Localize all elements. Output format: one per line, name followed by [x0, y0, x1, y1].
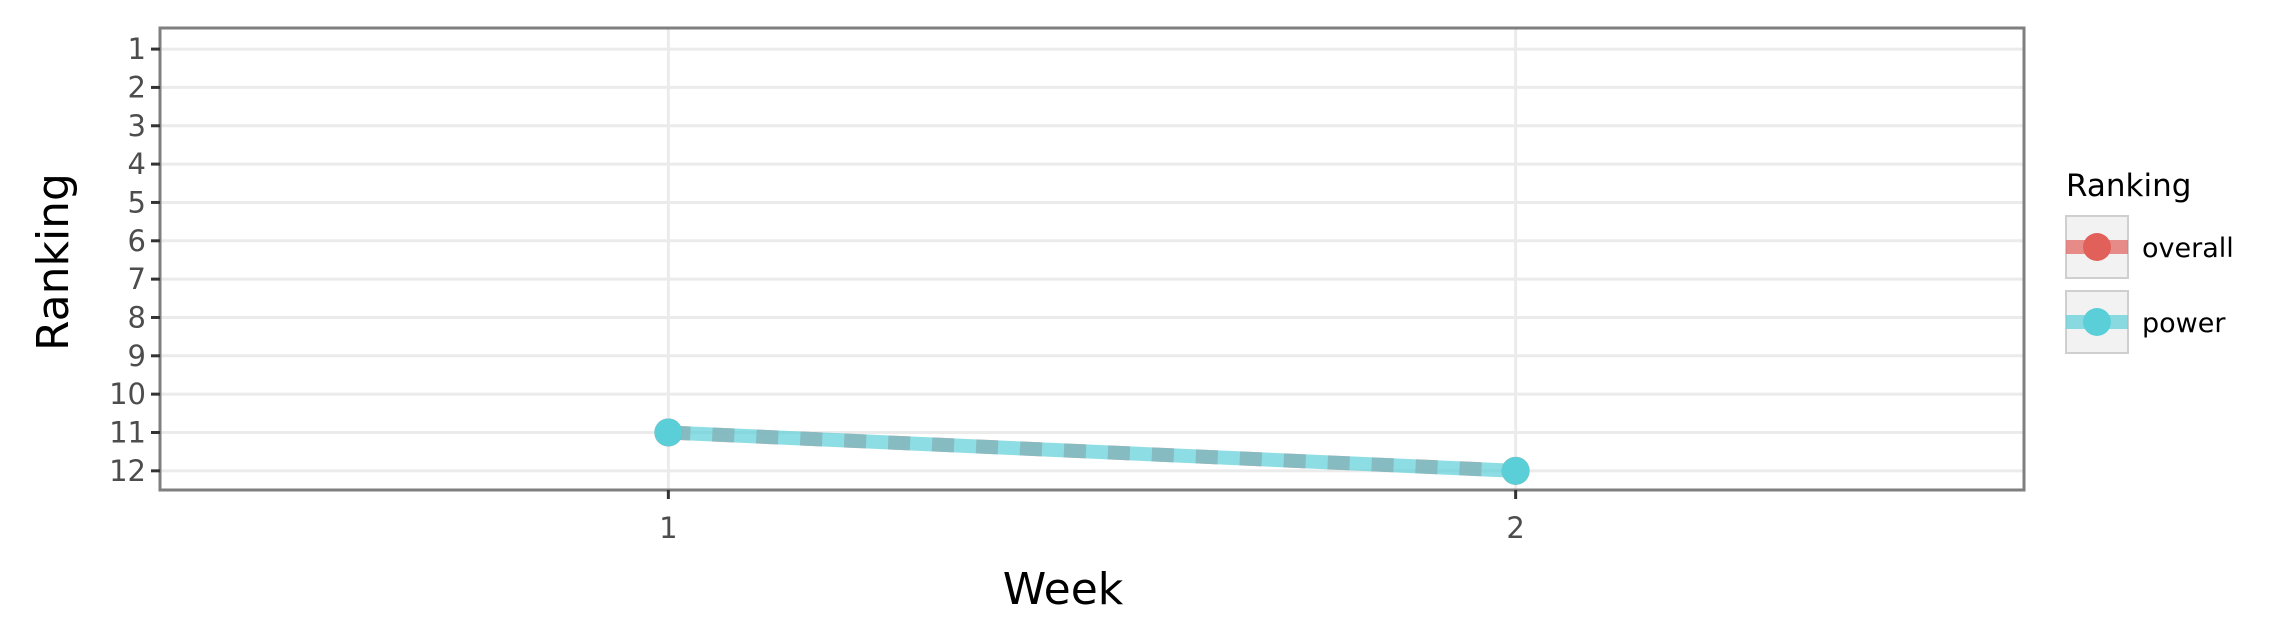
y-tick-label: 12 [109, 454, 146, 488]
x-axis-title: Week [1003, 564, 1124, 615]
y-tick-label: 5 [128, 185, 146, 219]
y-tick-label: 7 [128, 262, 146, 296]
y-tick-label: 11 [109, 415, 146, 449]
data-point-power [654, 418, 683, 447]
series-line-power [668, 425, 1516, 478]
legend-items: overall power [2065, 215, 2234, 354]
y-tick-label: 10 [109, 377, 146, 411]
grid-lines [160, 28, 2024, 490]
legend-key-point [2083, 233, 2111, 261]
y-tick-label: 6 [128, 224, 146, 258]
data-point-power [1501, 456, 1530, 485]
legend-key-point [2083, 308, 2111, 336]
legend-label: power [2142, 308, 2226, 339]
y-tick-label: 2 [128, 70, 146, 104]
legend-item-overall: overall [2065, 215, 2234, 279]
y-tick-label: 1 [128, 32, 146, 66]
legend: Ranking overall power [2065, 168, 2234, 354]
legend-item-power: power [2065, 290, 2226, 354]
y-tick-label: 9 [128, 339, 146, 373]
x-tick-label: 1 [659, 511, 677, 545]
y-tick-label: 3 [128, 109, 146, 143]
legend-title: Ranking [2066, 168, 2191, 204]
plot-panel-border [158, 26, 2026, 492]
y-axis-title: Ranking [28, 173, 79, 351]
x-tick-label: 2 [1506, 511, 1524, 545]
y-tick-label: 8 [128, 300, 146, 334]
legend-label: overall [2142, 233, 2234, 264]
y-tick-label: 4 [128, 147, 146, 181]
series-lines [668, 425, 1516, 478]
data-points [654, 418, 1530, 485]
